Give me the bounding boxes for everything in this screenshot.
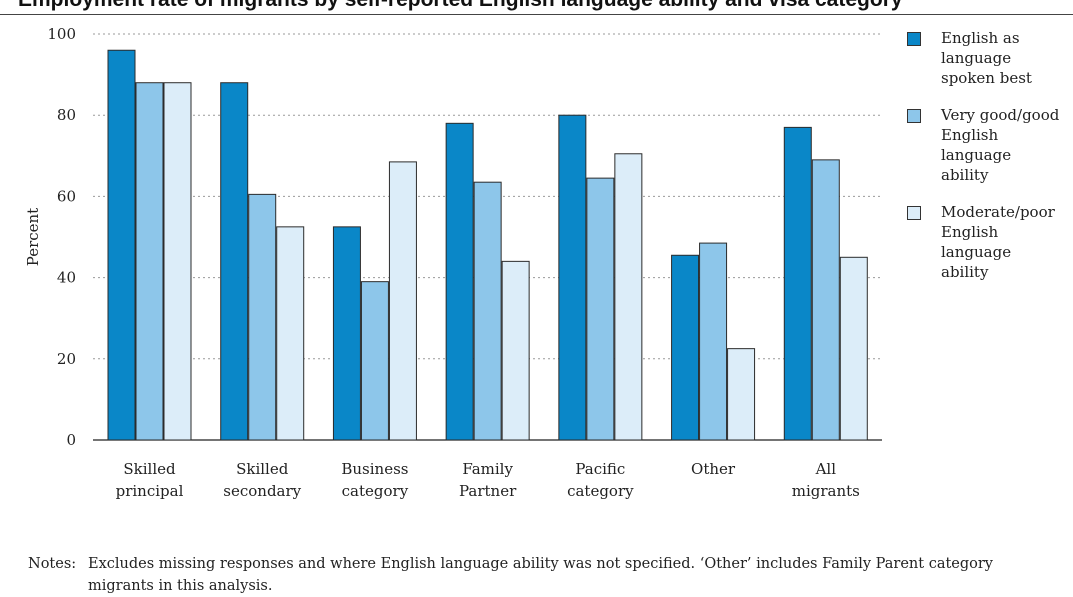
y-axis-label: Percent	[24, 208, 42, 266]
legend-label-line: English language	[941, 126, 1012, 164]
notes-label: Notes:	[28, 556, 77, 572]
x-tick-label: secondary	[223, 482, 301, 500]
legend-item: Very good/good English language ability	[905, 105, 1070, 185]
bar	[811, 159, 840, 441]
legend-swatch	[907, 32, 921, 46]
bar	[107, 49, 136, 441]
x-tick-label: category	[567, 482, 634, 500]
bar	[699, 242, 728, 441]
bar	[276, 226, 305, 441]
legend-item: Moderate/poor English language ability	[905, 202, 1070, 282]
legend-swatch	[907, 206, 921, 220]
bar	[501, 260, 530, 441]
bar	[360, 281, 389, 441]
x-tick-label: Business	[341, 460, 408, 478]
bar	[135, 82, 164, 441]
chart-title: Employment rate of migrants by self-repo…	[18, 0, 903, 12]
x-tick-label: Partner	[459, 482, 517, 500]
y-tick-label: 0	[66, 431, 76, 449]
x-tick-label: Skilled	[236, 460, 289, 478]
x-tick-label: Other	[691, 460, 736, 478]
x-tick-label: All	[815, 460, 837, 478]
bar	[671, 254, 700, 441]
legend-label-line: Very good/good	[941, 106, 1060, 124]
legend-label-line: English as	[941, 29, 1020, 47]
bar	[332, 226, 361, 441]
y-tick-label: 40	[57, 269, 76, 287]
legend-label-line: Moderate/poor	[941, 203, 1055, 221]
bar	[783, 126, 812, 441]
x-tick-label: Skilled	[123, 460, 176, 478]
y-tick-label: 100	[47, 25, 76, 43]
x-tick-label: principal	[116, 482, 184, 500]
bar-chart: 0 20 40 60 80 100 Percent Skilled principal Skill…	[24, 25, 882, 500]
x-tick-label: migrants	[792, 482, 860, 500]
bar	[248, 193, 277, 441]
legend-label-line: ability	[941, 263, 989, 281]
chart-title-strip: Employment rate of migrants by self-repo…	[0, 0, 1073, 13]
bar	[473, 181, 502, 441]
legend-item: English as language spoken best	[905, 28, 1070, 88]
bar	[727, 348, 756, 441]
notes-text: Excludes missing responses and where Eng…	[88, 556, 994, 594]
y-tick-label: 60	[57, 187, 76, 205]
y-tick-label: 80	[57, 106, 76, 124]
legend-label-line: spoken best	[941, 69, 1032, 87]
bar	[558, 114, 587, 441]
legend-swatch	[907, 109, 921, 123]
bar	[220, 82, 249, 441]
bar	[445, 122, 474, 441]
bar	[163, 82, 192, 441]
title-divider	[0, 14, 1073, 15]
bar	[839, 256, 868, 441]
legend-label-line: English language	[941, 223, 1012, 261]
legend: English as language spoken best Very good/g…	[905, 28, 1070, 299]
x-tick-label: Family	[462, 460, 513, 478]
x-tick-label: Pacific	[575, 460, 625, 478]
bar	[586, 177, 615, 441]
bar	[614, 153, 643, 441]
notes: Notes: Excludes missing responses and wh…	[28, 553, 1058, 597]
bar	[388, 161, 417, 441]
y-tick-label: 20	[57, 350, 76, 368]
x-tick-label: category	[342, 482, 409, 500]
legend-label-line: ability	[941, 166, 989, 184]
legend-label-line: language	[941, 49, 1012, 67]
